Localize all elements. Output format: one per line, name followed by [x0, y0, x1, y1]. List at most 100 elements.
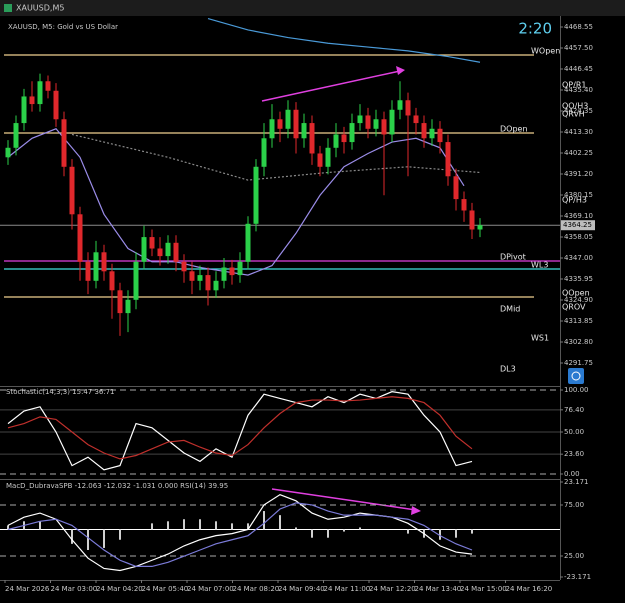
x-tick-label: 24 Mar 03:00 — [51, 585, 98, 593]
y-tick-label: 23.171 — [564, 478, 589, 486]
histogram-bar — [151, 523, 153, 530]
candle-body — [237, 261, 243, 276]
macd-line — [7, 493, 473, 572]
candle-body — [165, 242, 171, 257]
level-label: QOpen — [562, 288, 590, 297]
x-tick-label: 24 Mar 12:20 — [369, 585, 416, 593]
candle-body — [333, 134, 339, 148]
candle-body — [77, 214, 83, 262]
candle-body — [21, 96, 27, 124]
y-tick-label: 4435.40 — [564, 86, 593, 94]
last-price-box — [561, 220, 595, 231]
candle-body — [245, 223, 251, 262]
moving-average — [7, 128, 465, 276]
y-tick-label: 4402.25 — [564, 149, 593, 157]
histogram-bar — [231, 523, 233, 530]
histogram-bar — [183, 519, 185, 530]
panel-title: MacD_DubravaSPB -12.063 -12.032 -1.031 0… — [6, 482, 228, 490]
candle-body — [213, 280, 219, 291]
candle-body — [85, 261, 91, 281]
candle-body — [109, 271, 115, 291]
candle-body — [453, 176, 459, 200]
candle-body — [69, 166, 75, 215]
y-tick-label: 0.00 — [564, 470, 580, 478]
window-title: XAUUSD,M5 — [16, 4, 64, 13]
histogram-bar — [407, 529, 409, 534]
candle-body — [381, 119, 387, 135]
moving-average — [207, 17, 481, 63]
histogram-bar — [39, 521, 41, 530]
candle-body — [309, 123, 315, 154]
chart-subtitle: XAUUSD, M5: Gold vs US Dollar — [8, 23, 118, 31]
level-label: WL3 — [531, 261, 548, 270]
y-tick-label: 4313.85 — [564, 317, 593, 325]
histogram-bar — [279, 515, 281, 530]
histogram-bar — [247, 523, 249, 530]
x-tick-label: 24 Mar 2026 — [5, 585, 50, 593]
candle-body — [125, 299, 131, 314]
histogram-bar — [359, 527, 361, 530]
x-tick-label: 24 Mar 16:20 — [506, 585, 553, 593]
candle-body — [13, 123, 19, 148]
candle-body — [261, 138, 267, 167]
arrow-head — [396, 66, 405, 75]
level-label: DPivot — [500, 253, 526, 262]
trade-button[interactable] — [568, 368, 584, 384]
candle-body — [133, 261, 139, 300]
x-tick-label: 24 Mar 09:40 — [278, 585, 325, 593]
y-tick-label: 4380.15 — [564, 191, 593, 199]
panel-title: Stochastic(14,3,3) 15.47 36.71 — [6, 388, 115, 396]
candle-body — [53, 90, 59, 120]
x-tick-label: 24 Mar 08:20 — [233, 585, 280, 593]
candle-body — [477, 225, 483, 230]
candle-body — [301, 123, 307, 139]
arrow-head — [411, 506, 421, 515]
last-price-label: 4364.25 — [563, 221, 592, 229]
candle-body — [37, 81, 43, 105]
histogram-bar — [87, 529, 89, 550]
y-tick-label: 4424.35 — [564, 107, 593, 115]
candle-body — [29, 96, 35, 105]
candle-body — [5, 147, 11, 158]
level-label: QP/R1 — [562, 80, 586, 89]
y-tick-label: 23.60 — [564, 450, 584, 458]
y-tick-label: 25.00 — [564, 552, 584, 560]
y-tick-label: -23.171 — [564, 573, 591, 581]
y-tick-label: 4457.50 — [564, 44, 593, 52]
window-icon — [4, 4, 12, 12]
level-label: DL3 — [500, 364, 516, 373]
candle-body — [229, 267, 235, 276]
candle-body — [349, 123, 355, 143]
histogram-bar — [71, 529, 73, 544]
x-tick-label: 24 Mar 04:20 — [96, 585, 143, 593]
candle-body — [293, 109, 299, 139]
y-tick-label: 75.00 — [564, 501, 584, 509]
level-label: QRvH — [562, 109, 585, 118]
y-tick-label: 4468.55 — [564, 23, 593, 31]
candle-body — [45, 81, 51, 91]
x-tick-label: 24 Mar 05:40 — [142, 585, 189, 593]
histogram-bar — [119, 529, 121, 540]
candle-body — [205, 275, 211, 291]
x-tick-label: 24 Mar 15:00 — [460, 585, 507, 593]
candle-body — [197, 275, 203, 281]
candle-body — [389, 109, 395, 135]
trend-arrow — [271, 488, 417, 511]
level-label: WOpen — [531, 47, 560, 56]
candle-body — [469, 210, 475, 230]
level-label: QROV — [562, 302, 586, 311]
candle-body — [285, 109, 291, 129]
candle-body — [373, 119, 379, 129]
y-tick-label: 50.00 — [564, 428, 584, 436]
y-tick-label: 4335.95 — [564, 275, 593, 283]
level-label: QO/H3 — [562, 101, 588, 110]
candle-body — [93, 252, 99, 281]
histogram-bar — [263, 511, 265, 530]
candle-body — [117, 290, 123, 314]
candle-body — [221, 267, 227, 281]
candle-body — [461, 199, 467, 211]
histogram-bar — [167, 521, 169, 530]
